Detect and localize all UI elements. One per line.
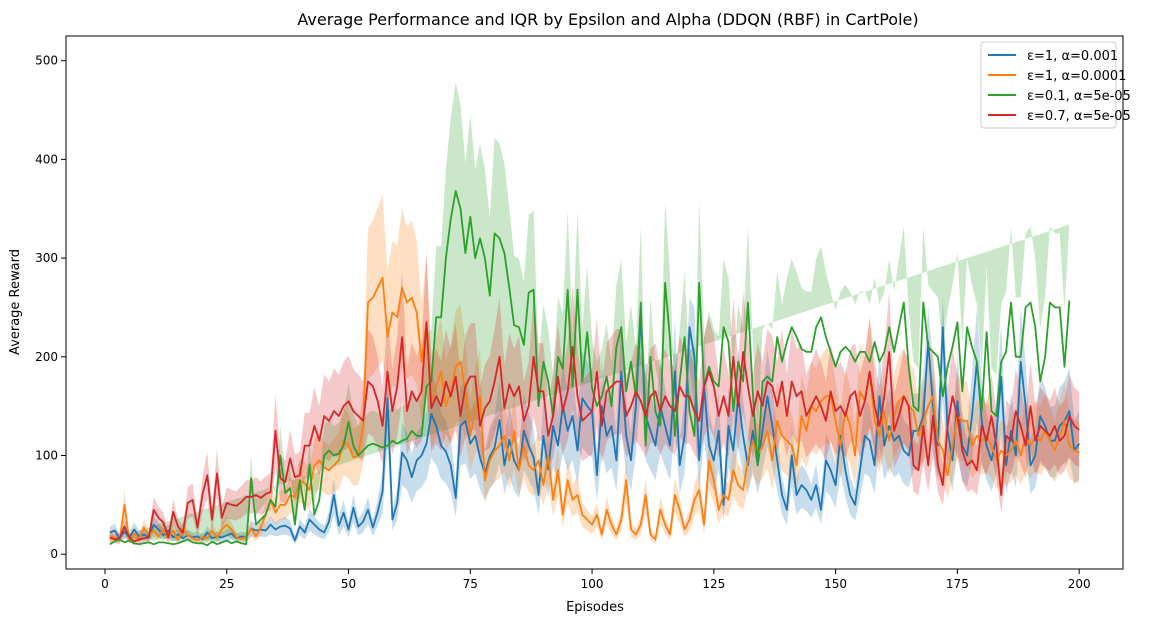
y-axis: 0 100 200 300 400 500 [35,54,66,561]
iqr-bands [109,82,1080,546]
y-tick-label-200: 200 [35,350,58,364]
x-tick-label-75: 75 [463,577,478,591]
y-tick-label-300: 300 [35,251,58,265]
x-axis-title: Episodes [566,600,624,615]
legend: ε=1, α=0.001 ε=1, α=0.0001 ε=0.1, α=5e-05 ε… [980,41,1131,129]
y-tick-label-100: 100 [35,448,58,462]
line-series-3 [109,190,1071,547]
y-tick-label-400: 400 [35,152,58,166]
iqr-band-series-1 [109,297,1080,545]
x-tick-label-25: 25 [219,577,234,591]
x-tick-label-50: 50 [341,577,356,591]
line-series-4 [109,321,1080,543]
iqr-band-series-2 [109,194,1080,545]
x-tick-label-175: 175 [946,577,969,591]
y-tick-label-0: 0 [50,547,58,561]
x-tick-label-150: 150 [824,577,847,591]
legend-label-series-2: ε=1, α=0.0001 [1027,69,1126,84]
plot-frame [65,35,1124,570]
chart-title: Average Performance and IQR by Epsilon a… [297,10,918,29]
legend-label-series-1: ε=1, α=0.001 [1027,49,1118,64]
y-tick-label-500: 500 [35,54,58,68]
legend-label-series-4: ε=0.7, α=5e-05 [1027,109,1131,124]
x-axis: 0 25 50 75 100 125 150 175 200 [101,569,1091,591]
y-axis-title: Average Reward [8,249,23,355]
x-tick-label-125: 125 [702,577,725,591]
x-tick-label-200: 200 [1068,577,1091,591]
x-tick-label-100: 100 [581,577,604,591]
x-tick-label-0: 0 [101,577,109,591]
series-lines [109,190,1080,547]
legend-label-series-3: ε=0.1, α=5e-05 [1027,89,1131,104]
legend-box [980,41,1117,129]
